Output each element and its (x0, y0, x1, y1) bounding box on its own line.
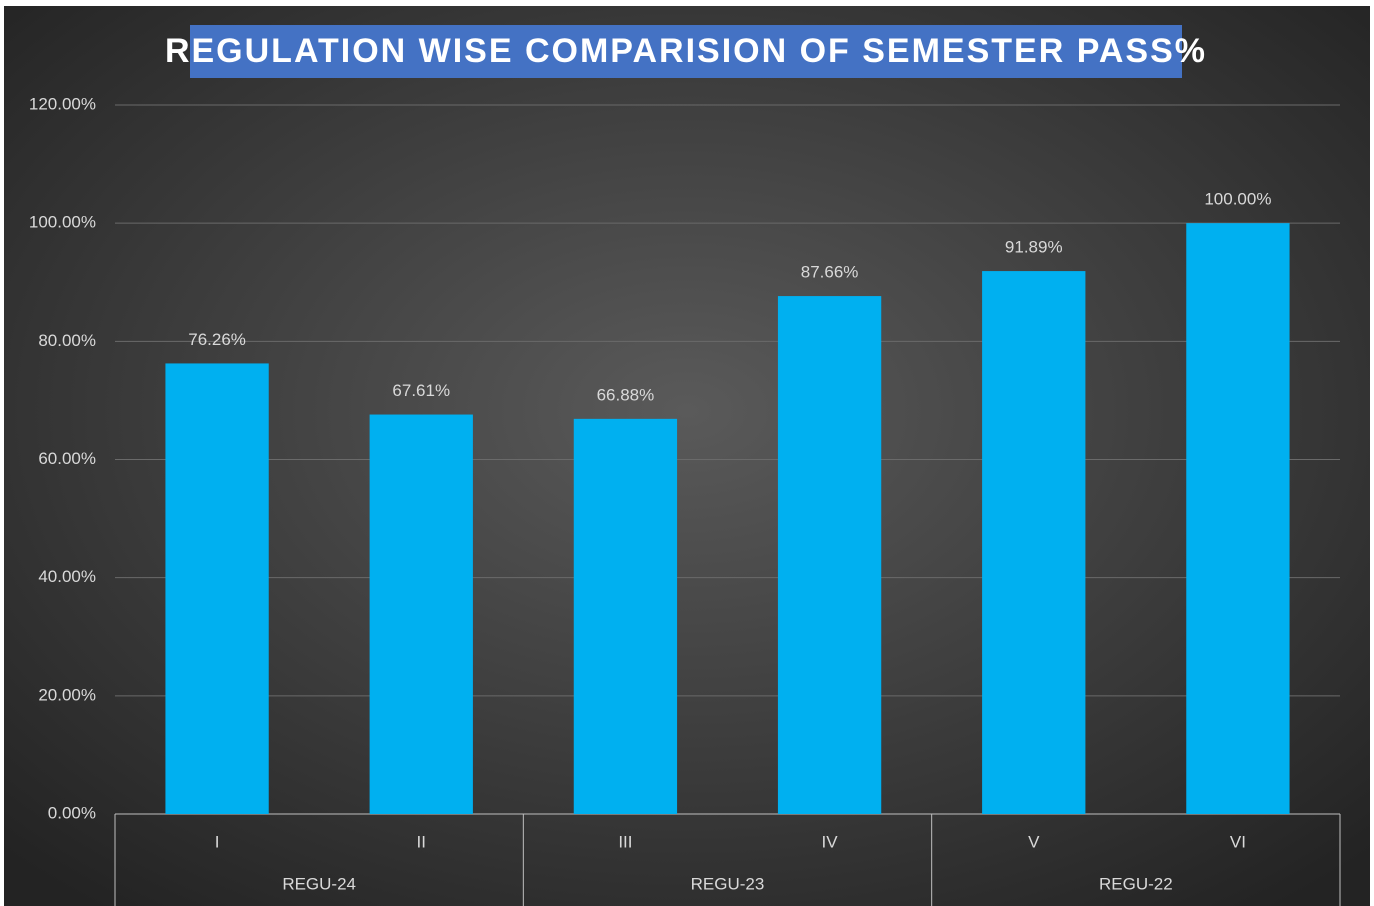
y-tick-label: 120.00% (29, 94, 96, 113)
chart-title: REGULATION WISE COMPARISION OF SEMESTER … (165, 32, 1207, 70)
x-tick-label: VI (1230, 832, 1246, 851)
value-label: 76.26% (188, 330, 246, 349)
x-tick-label: III (618, 832, 632, 851)
value-label: 100.00% (1204, 190, 1271, 209)
y-tick-label: 20.00% (38, 685, 96, 704)
x-tick-label: V (1028, 832, 1040, 851)
x-tick-label: IV (822, 832, 839, 851)
group-label: REGU-22 (1099, 874, 1173, 893)
value-label: 91.89% (1005, 238, 1063, 257)
value-label: 67.61% (392, 381, 450, 400)
y-tick-label: 100.00% (29, 213, 96, 232)
bar (777, 296, 882, 814)
group-label: REGU-23 (691, 874, 765, 893)
y-tick-label: 40.00% (38, 567, 96, 586)
bar (165, 363, 269, 814)
title-box (190, 25, 1182, 78)
x-tick-label: I (215, 832, 220, 851)
y-tick-label: 60.00% (38, 449, 96, 468)
bar (573, 418, 678, 814)
bar (1186, 223, 1290, 814)
y-tick-label: 80.00% (38, 331, 96, 350)
y-tick-label: 0.00% (48, 803, 96, 822)
bar (982, 271, 1086, 814)
group-label: REGU-24 (282, 874, 356, 893)
bar (369, 414, 473, 814)
value-label: 87.66% (801, 263, 859, 282)
x-tick-label: II (417, 832, 426, 851)
value-label: 66.88% (597, 385, 655, 404)
